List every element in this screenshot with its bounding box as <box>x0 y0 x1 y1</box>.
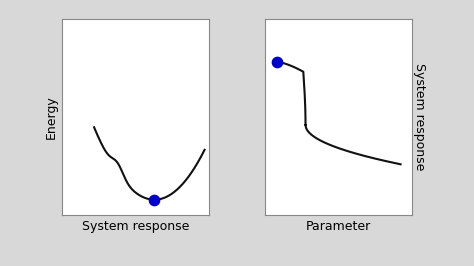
Point <box>151 198 158 202</box>
Y-axis label: Energy: Energy <box>45 95 57 139</box>
Y-axis label: System response: System response <box>413 63 426 171</box>
X-axis label: System response: System response <box>82 220 189 233</box>
Point <box>273 60 281 64</box>
X-axis label: Parameter: Parameter <box>306 220 371 233</box>
